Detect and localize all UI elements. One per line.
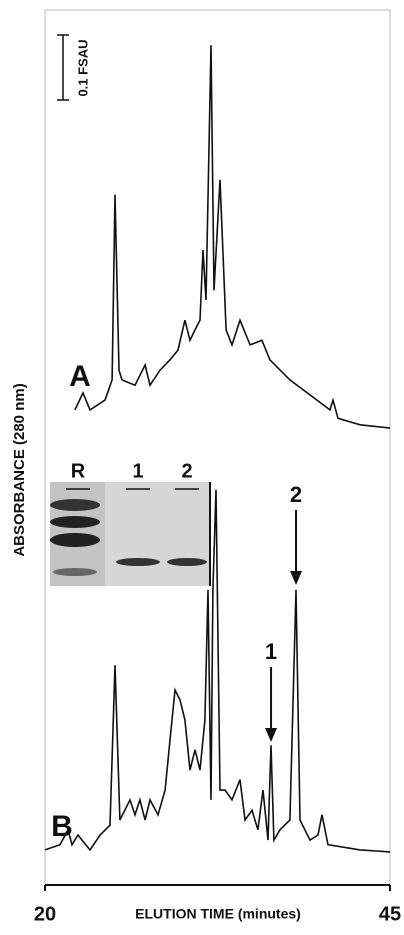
gel-band (50, 499, 100, 511)
chart: ABSORBANCE (280 nm) ELUTION TIME (minute… (0, 0, 404, 935)
gel-band (50, 533, 100, 547)
gel-band (50, 516, 100, 528)
gel-band (167, 558, 207, 566)
lane-label: R (71, 460, 86, 482)
scale-label: 0.1 FSAU (75, 39, 90, 96)
lane-label: 1 (132, 460, 143, 482)
arrow-label: 1 (265, 639, 277, 664)
frame (45, 10, 390, 885)
lane-label: 2 (181, 460, 192, 482)
trace-label: B (51, 810, 73, 843)
y-axis-label: ABSORBANCE (280 nm) (11, 383, 28, 556)
x-tick-label: 45 (379, 903, 401, 925)
gel-band (53, 568, 97, 576)
gel-band (116, 558, 160, 566)
arrow-head (290, 571, 302, 585)
gel-inset (50, 482, 210, 586)
x-axis-label: ELUTION TIME (minutes) (135, 906, 301, 922)
trace (75, 45, 390, 428)
arrow-label: 2 (290, 482, 302, 507)
trace-label: A (69, 360, 91, 393)
x-tick-label: 20 (34, 903, 56, 925)
arrow-head (265, 728, 277, 742)
